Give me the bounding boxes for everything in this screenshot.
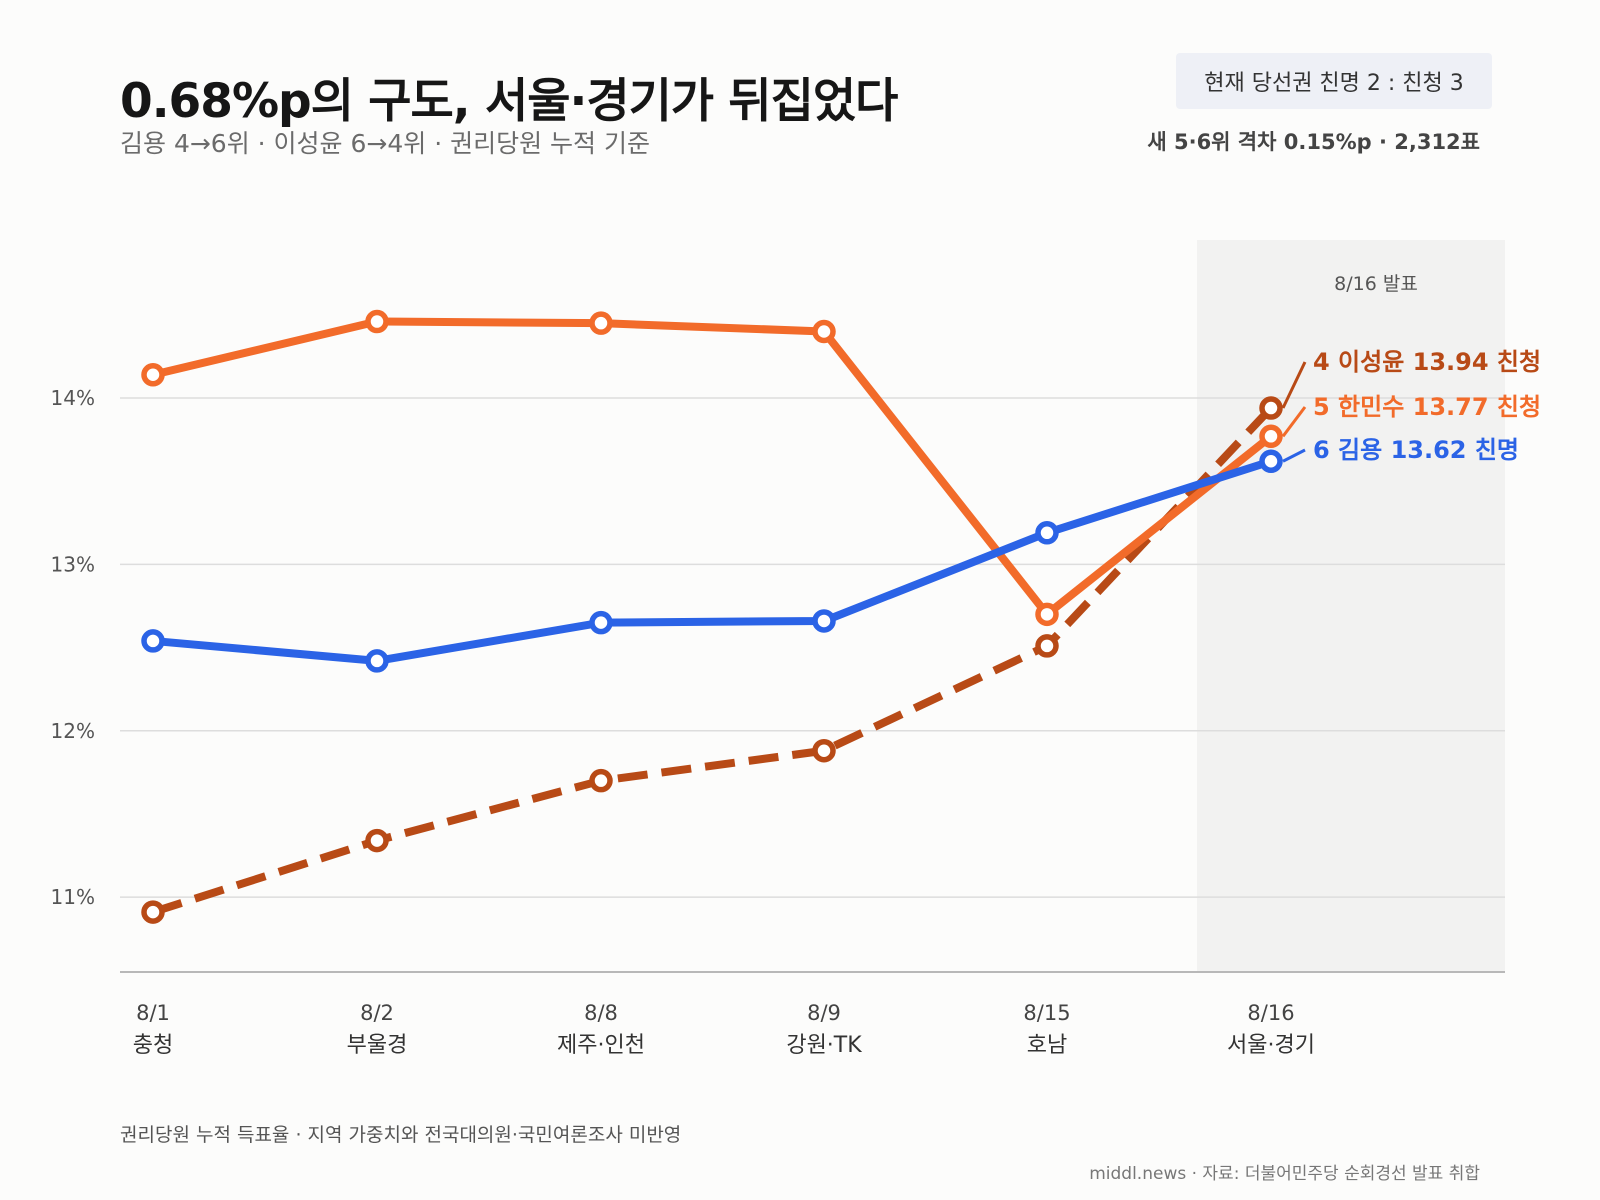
series-line-한민수	[149, 317, 1275, 619]
x-tick-date: 8/1	[136, 1001, 170, 1025]
footnote: 권리당원 누적 득표율 · 지역 가중치와 전국대의원·국민여론조사 미반영	[120, 1124, 682, 1146]
data-point-이성윤	[812, 738, 836, 763]
data-point-김용	[812, 609, 836, 633]
seat-status-text: 현재 당선권 친명 2 : 친청 3	[1204, 71, 1464, 96]
data-point-한민수	[1035, 602, 1059, 627]
data-point-김용	[141, 629, 165, 653]
highlight-label: 8/16 발표	[1334, 273, 1418, 295]
data-point-한민수	[141, 363, 165, 387]
x-tick-region: 호남	[1027, 1033, 1067, 1058]
x-tick-region: 강원·TK	[786, 1033, 862, 1058]
data-point-한민수	[812, 319, 836, 344]
x-tick-date: 8/9	[807, 1001, 841, 1025]
gap-note: 새 5·6위 격차 0.15%p · 2,312표	[1147, 130, 1480, 154]
highlight-region	[1197, 240, 1505, 972]
x-tick-region: 제주·인천	[557, 1033, 645, 1058]
data-point-한민수	[1259, 424, 1283, 449]
data-point-김용	[1259, 449, 1283, 474]
data-point-한민수	[589, 311, 613, 335]
x-tick-date: 8/16	[1247, 1001, 1294, 1025]
y-tick-label: 13%	[51, 552, 95, 576]
y-tick-label: 14%	[51, 386, 95, 410]
seat-status-badge: 현재 당선권 친명 2 : 친청 3	[1176, 53, 1492, 109]
data-point-한민수	[365, 309, 389, 334]
data-point-김용	[589, 610, 613, 635]
source-credit: middl.news · 자료: 더불어민주당 순회경선 발표 취합	[1089, 1164, 1480, 1184]
end-label-한민수: 5 한민수 13.77 친청	[1313, 393, 1541, 421]
end-label-connector	[1282, 448, 1306, 463]
end-label-connector	[1281, 361, 1307, 409]
data-point-김용	[365, 649, 389, 673]
x-tick-region: 서울·경기	[1227, 1033, 1315, 1058]
x-tick-region: 부울경	[347, 1033, 408, 1058]
end-label-이성윤: 4 이성윤 13.94 친청	[1313, 348, 1541, 376]
y-tick-label: 12%	[51, 719, 95, 743]
end-label-connector	[1281, 406, 1307, 438]
series-line-김용	[149, 457, 1275, 665]
series-line-이성윤	[151, 405, 1274, 916]
chart-title: 0.68%p의 구도, 서울·경기가 뒤집었다	[120, 74, 898, 129]
y-tick-label: 11%	[51, 885, 95, 909]
end-label-김용: 6 김용 13.62 친명	[1313, 436, 1519, 464]
data-point-이성윤	[365, 828, 389, 853]
data-point-이성윤	[589, 768, 613, 793]
x-tick-date: 8/2	[360, 1001, 394, 1025]
x-tick-date: 8/15	[1023, 1001, 1070, 1025]
data-point-이성윤	[141, 900, 165, 924]
data-point-김용	[1035, 521, 1059, 545]
data-point-이성윤	[1259, 396, 1283, 420]
x-tick-region: 충청	[133, 1033, 173, 1058]
chart-subtitle: 김용 4→6위 · 이성윤 6→4위 · 권리당원 누적 기준	[120, 129, 650, 158]
data-point-이성윤	[1035, 634, 1059, 658]
x-tick-date: 8/8	[584, 1001, 618, 1025]
